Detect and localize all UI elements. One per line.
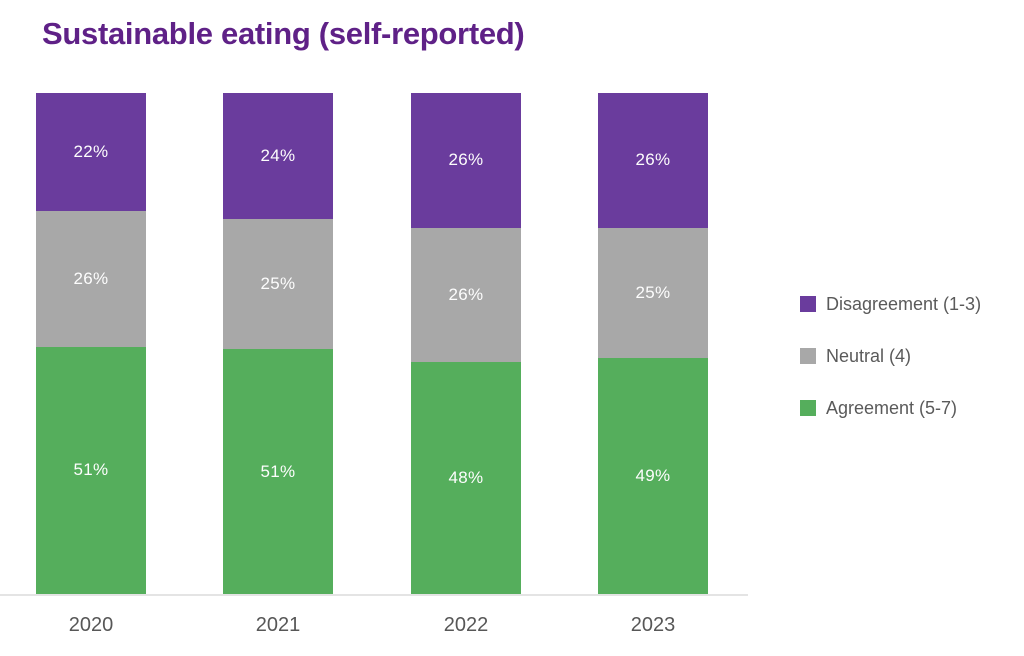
x-axis-label-2021: 2021 bbox=[255, 614, 301, 636]
segment-agreement-2022: 48% bbox=[411, 362, 521, 594]
legend-item-disagreement: Disagreement (1-3) bbox=[800, 293, 981, 315]
segment-value-label: 48% bbox=[448, 468, 484, 488]
segment-value-label: 25% bbox=[260, 273, 296, 293]
legend-swatch-neutral bbox=[800, 348, 816, 364]
legend-label: Disagreement (1-3) bbox=[826, 293, 982, 314]
legend-swatch-agreement bbox=[800, 400, 816, 416]
segment-agreement-2023: 49% bbox=[598, 357, 708, 594]
segment-value-label: 24% bbox=[260, 145, 296, 165]
segment-value-label: 26% bbox=[73, 268, 109, 288]
segment-value-label: 51% bbox=[73, 460, 109, 480]
segment-disagreement-2022: 26% bbox=[411, 93, 521, 228]
stacked-bar-plot: 22% 26% 51% 24% 25% 51% 26% 26% 48% 26% 25% 49% 202… bbox=[0, 93, 748, 636]
chart-legend: Disagreement (1-3) Neutral (4) Agreement (… bbox=[800, 293, 981, 449]
segment-value-label: 26% bbox=[635, 150, 671, 170]
segment-disagreement-2020: 22% bbox=[36, 93, 146, 211]
segment-neutral-2020: 26% bbox=[36, 211, 146, 347]
segment-disagreement-2023: 26% bbox=[598, 93, 708, 228]
legend-label: Neutral (4) bbox=[826, 345, 912, 366]
legend-swatch-disagreement bbox=[800, 296, 816, 312]
chart-title: Sustainable eating (self-reported) bbox=[42, 16, 525, 51]
bar-2023: 26% 25% 49% bbox=[598, 93, 708, 594]
bar-2021: 24% 25% 51% bbox=[223, 93, 333, 594]
segment-neutral-2023: 25% bbox=[598, 227, 708, 358]
segment-agreement-2021: 51% bbox=[223, 349, 333, 594]
x-axis-label-2020: 2020 bbox=[68, 614, 114, 636]
segment-agreement-2020: 51% bbox=[36, 346, 146, 594]
legend-item-agreement: Agreement (5-7) bbox=[800, 397, 981, 419]
segment-value-label: 51% bbox=[260, 461, 296, 481]
bar-2020: 22% 26% 51% bbox=[36, 93, 146, 594]
segment-value-label: 25% bbox=[635, 282, 671, 302]
segment-neutral-2021: 25% bbox=[223, 218, 333, 350]
x-axis-label-2023: 2023 bbox=[630, 614, 676, 636]
segment-value-label: 26% bbox=[448, 284, 484, 304]
segment-value-label: 26% bbox=[448, 150, 484, 170]
legend-item-neutral: Neutral (4) bbox=[800, 345, 981, 367]
segment-disagreement-2021: 24% bbox=[223, 93, 333, 219]
segment-value-label: 49% bbox=[635, 465, 671, 485]
segment-value-label: 22% bbox=[73, 142, 109, 161]
segment-neutral-2022: 26% bbox=[411, 227, 521, 363]
legend-label: Agreement (5-7) bbox=[826, 397, 958, 418]
x-axis-label-2022: 2022 bbox=[443, 614, 489, 636]
bar-2022: 26% 26% 48% bbox=[411, 93, 521, 594]
